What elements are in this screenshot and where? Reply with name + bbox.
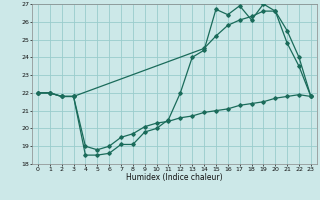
X-axis label: Humidex (Indice chaleur): Humidex (Indice chaleur): [126, 173, 223, 182]
